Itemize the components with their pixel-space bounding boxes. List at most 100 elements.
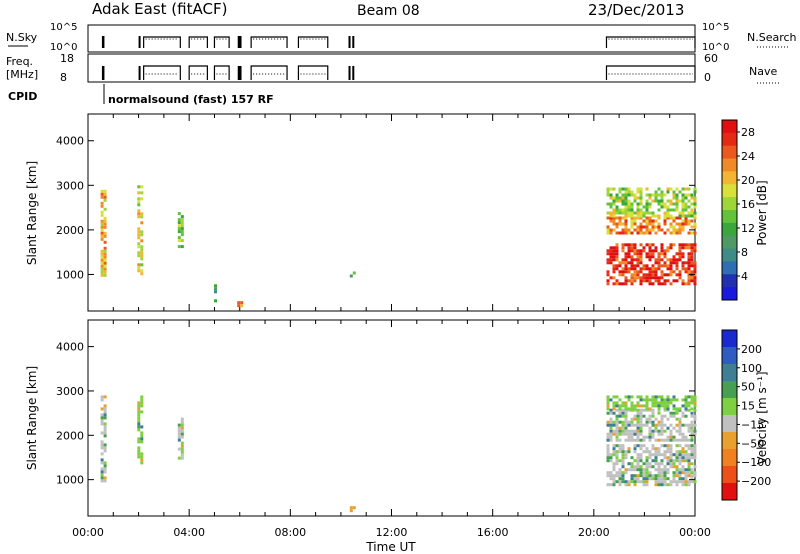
- echo-cell: [630, 462, 634, 466]
- echo-cell: [693, 246, 697, 250]
- echo-cell: [657, 407, 661, 411]
- echo-cell: [140, 440, 144, 444]
- echo-cell: [645, 450, 649, 454]
- echo-cell: [140, 410, 144, 414]
- echo-cell: [100, 237, 104, 241]
- echo-cell: [615, 414, 619, 418]
- echo-cell: [687, 246, 691, 250]
- echo-cell: [609, 205, 613, 209]
- echo-cell: [672, 474, 676, 478]
- echo-cell: [100, 222, 104, 226]
- echo-cell: [639, 249, 643, 253]
- echo-cell: [684, 453, 688, 457]
- echo-cell: [639, 276, 643, 280]
- echo-cell: [627, 438, 631, 442]
- echo-cell: [678, 243, 682, 247]
- echo-cell: [663, 401, 667, 405]
- echo-cell: [687, 214, 691, 218]
- echo-cell: [690, 231, 694, 235]
- echo-cell: [630, 276, 634, 280]
- echo-cell: [177, 429, 181, 433]
- echo-cell: [100, 473, 104, 477]
- echo-cell: [678, 438, 682, 442]
- echo-cell: [657, 202, 661, 206]
- echo-cell: [684, 435, 688, 439]
- echo-cell: [100, 189, 104, 193]
- echo-cell: [666, 187, 670, 191]
- echo-cell: [624, 219, 628, 223]
- echo-cell: [606, 258, 610, 262]
- echo-cell: [654, 462, 658, 466]
- echo-cell: [630, 231, 634, 235]
- echo-cell: [180, 447, 184, 451]
- echo-cell: [103, 431, 107, 435]
- echo-cell: [642, 474, 646, 478]
- echo-cell: [618, 447, 622, 451]
- echo-cell: [666, 211, 670, 215]
- colorbar-swatch: [722, 347, 737, 365]
- echo-cell: [609, 438, 613, 442]
- echo-cell: [621, 267, 625, 271]
- echo-cell: [639, 459, 643, 463]
- echo-cell: [660, 462, 664, 466]
- echo-cell: [657, 258, 661, 262]
- echo-cell: [137, 452, 141, 456]
- freq-tick-top: 18: [60, 52, 74, 65]
- echo-cell: [621, 444, 625, 448]
- echo-cell: [137, 203, 141, 207]
- nsky-tick-top: 10^5: [50, 22, 77, 33]
- echo-cell: [630, 249, 634, 253]
- echo-cell: [624, 211, 628, 215]
- echo-cell: [666, 273, 670, 277]
- echo-cell: [651, 214, 655, 218]
- echo-cell: [690, 435, 694, 439]
- echo-cell: [648, 273, 652, 277]
- echo-cell: [103, 443, 107, 447]
- echo-cell: [627, 214, 631, 218]
- echo-cell: [681, 480, 685, 484]
- nsky-bar: [138, 36, 141, 48]
- echo-cell: [639, 453, 643, 457]
- echo-cell: [678, 252, 682, 256]
- echo-cell: [639, 190, 643, 194]
- freq-marks: [101, 65, 696, 80]
- echo-cell: [639, 231, 643, 235]
- echo-cell: [687, 483, 691, 487]
- echo-cell: [103, 195, 107, 199]
- echo-cell: [621, 420, 625, 424]
- echo-cell: [606, 420, 610, 424]
- echo-cell: [100, 479, 104, 483]
- echo-cell: [648, 432, 652, 436]
- echo-cell: [100, 249, 104, 253]
- echo-cell: [684, 459, 688, 463]
- echo-cell: [633, 459, 637, 463]
- echo-cell: [648, 255, 652, 259]
- colorbar-tick-label: 8: [741, 246, 748, 259]
- echo-cell: [103, 449, 107, 453]
- echo-cell: [140, 452, 144, 456]
- echo-cell: [666, 401, 670, 405]
- echo-cell: [672, 462, 676, 466]
- colorbar-swatch: [722, 466, 737, 484]
- echo-cell: [675, 423, 679, 427]
- echo-cell: [636, 276, 640, 280]
- echo-cell: [693, 276, 697, 280]
- echo-cell: [621, 480, 625, 484]
- echo-cell: [681, 432, 685, 436]
- echo-cell: [627, 267, 631, 271]
- echo-cell: [618, 429, 622, 433]
- echo-cell: [103, 267, 107, 271]
- echo-cell: [654, 273, 658, 277]
- echo-cell: [630, 205, 634, 209]
- echo-cell: [100, 273, 104, 277]
- echo-cell: [681, 202, 685, 206]
- echo-cell: [621, 462, 625, 466]
- echo-cell: [687, 453, 691, 457]
- echo-cell: [180, 417, 184, 421]
- echo-cell: [669, 264, 673, 268]
- echo-cell: [654, 456, 658, 460]
- echo-cell: [654, 450, 658, 454]
- echo-cell: [642, 211, 646, 215]
- echo-cell: [630, 261, 634, 265]
- echo-cell: [672, 190, 676, 194]
